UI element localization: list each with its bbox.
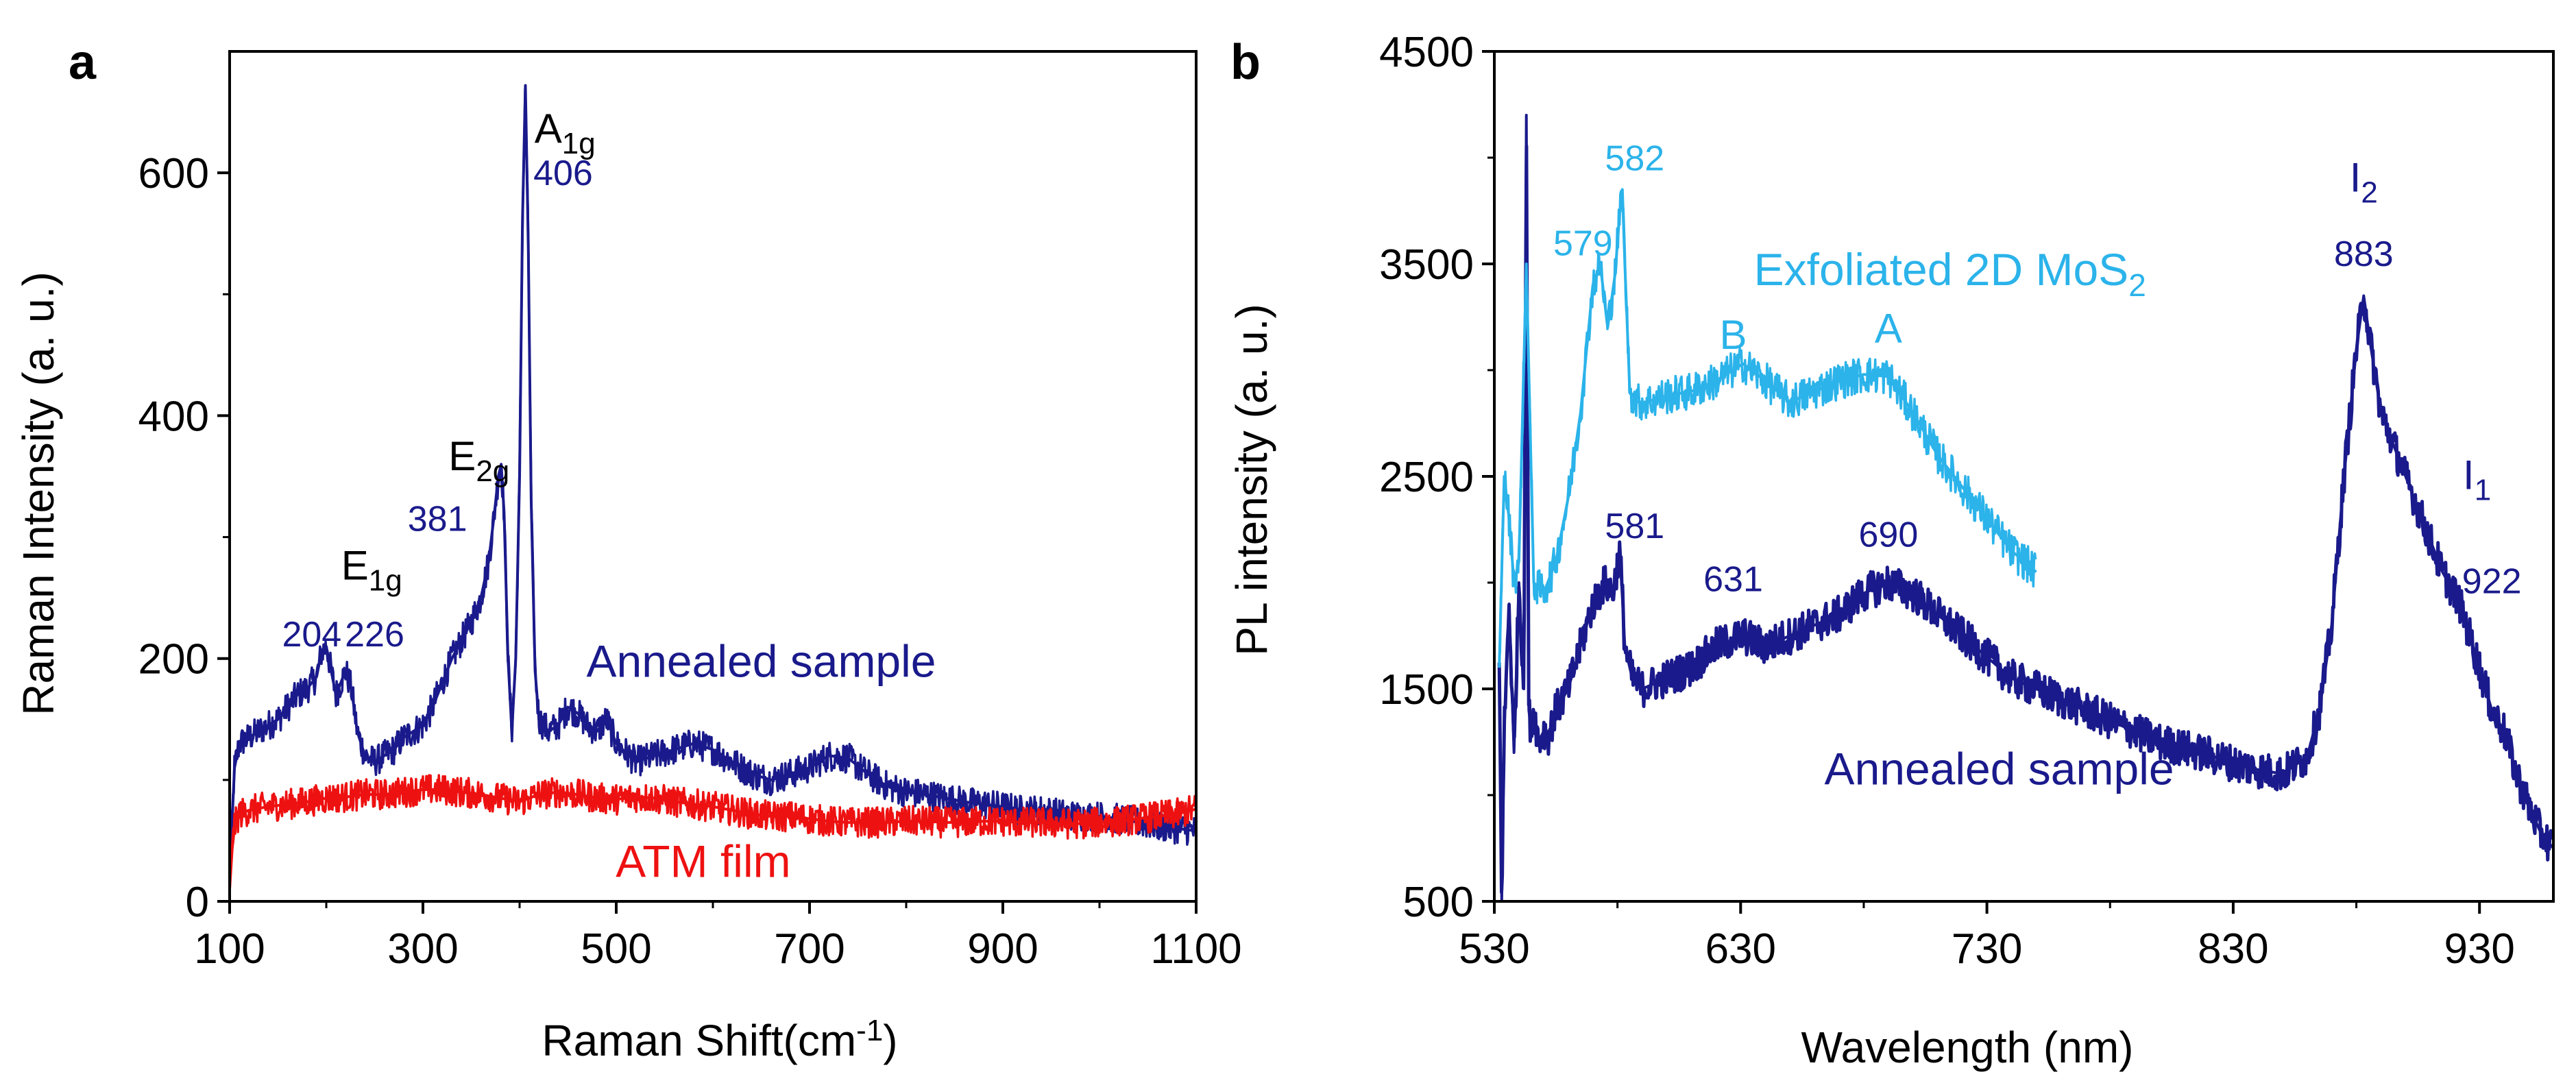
y-tick-label: 600 (138, 150, 209, 197)
y-tick-label: 1500 (1379, 666, 1474, 714)
x-tick-label: 100 (194, 925, 265, 973)
peak-annotation: 922 (2462, 562, 2522, 602)
peak-annotation: B (1720, 312, 1747, 358)
x-tick-label: 530 (1459, 925, 1529, 973)
y-tick-label: 0 (186, 879, 209, 926)
y-tick-label: 2500 (1379, 454, 1474, 501)
panel-b: b 530 630 730 830 930 500 1500 2500 3500 4500 579… (1227, 29, 2555, 1072)
x-tick-label: 900 (967, 925, 1038, 973)
series-name-label: ATM film (616, 836, 790, 887)
series-line-a-1 (228, 774, 1198, 896)
peak-annotation: A (1875, 306, 1902, 352)
series-peaks-b-1 (1498, 188, 2037, 668)
x-tick-label: 730 (1952, 925, 2022, 973)
series-name-label: Annealed sample (1825, 744, 2174, 794)
panel-b-ticks: 530 630 730 830 930 500 1500 2500 3500 4500 (1379, 29, 2515, 973)
panel-a-x-axis-title: Raman Shift(cm-1) (542, 1014, 897, 1065)
y-tick-label: 500 (1403, 879, 1474, 926)
panel-b-annotations: 579 582 B A 581 631 690 883 922 I2 I1 Exfoliated 2D… (1553, 139, 2522, 794)
panel-a-x-axis-title-main: Raman Shift(cm (542, 1016, 856, 1065)
y-tick-label: 4500 (1379, 29, 1474, 76)
peak-annotation: 381 (408, 500, 467, 539)
x-tick-label: 830 (2198, 925, 2268, 973)
peak-annotation: 226 (345, 615, 404, 655)
peak-annotation: 582 (1605, 139, 1664, 179)
panel-a-ticks: 100 300 500 700 900 1100 0 200 400 600 (138, 150, 1242, 973)
panel-a-x-axis-title-end: ) (883, 1016, 897, 1065)
peak-annotation: 204 (282, 615, 341, 655)
series-peaks-a-0 (228, 84, 1197, 877)
peak-annotation: 883 (2334, 234, 2394, 274)
x-tick-label: 300 (387, 925, 458, 973)
series-name-label: Exfoliated 2D MoS2 (1754, 244, 2146, 303)
peak-mode-label: I1 (2463, 452, 2491, 507)
peak-mode-label: E1g (341, 543, 402, 598)
peak-annotation: 631 (1703, 559, 1763, 599)
panel-b-x-axis-title: Wavelength (nm) (1801, 1023, 2134, 1072)
peak-annotation: 579 (1553, 224, 1613, 264)
panel-letter-a: a (69, 35, 97, 90)
panel-a-x-axis-title-sup: -1 (856, 1014, 883, 1047)
panel-b-plot-area (1493, 50, 2555, 903)
y-tick-label: 400 (138, 393, 209, 440)
series-line-a-0 (228, 88, 1197, 873)
x-tick-label: 930 (2444, 925, 2514, 973)
panel-letter-b: b (1230, 35, 1261, 90)
series-peaks-b-0 (1498, 114, 2555, 903)
y-tick-label: 3500 (1379, 241, 1474, 289)
x-tick-label: 500 (581, 925, 651, 973)
peak-mode-label: A1g (535, 106, 596, 160)
x-tick-label: 630 (1705, 925, 1776, 973)
peak-mode-label: E2g (448, 433, 509, 488)
peak-annotation: 406 (533, 154, 593, 193)
panel-a-annotations: 204 226 381 406 E1g E2g A1g Annealed sample ATM … (282, 106, 936, 887)
series-name-label: Annealed sample (586, 635, 936, 686)
panel-b-y-axis-title: PL intensity (a. u.) (1227, 304, 1276, 655)
peak-mode-label: I2 (2350, 155, 2378, 210)
panel-a-plot-area (228, 50, 1198, 903)
peak-annotation: 581 (1605, 507, 1664, 546)
series-peaks-a-1 (228, 788, 1197, 890)
x-tick-label: 700 (774, 925, 845, 973)
peak-annotation: 690 (1859, 515, 1919, 555)
panel-a: a 100 300 500 700 900 1100 0 200 400 600 204 226 38… (14, 35, 1242, 1065)
x-tick-label: 1100 (1150, 925, 1241, 973)
panel-a-y-axis-title: Raman Intensity (a. u.) (14, 271, 63, 715)
y-tick-label: 200 (138, 636, 209, 683)
